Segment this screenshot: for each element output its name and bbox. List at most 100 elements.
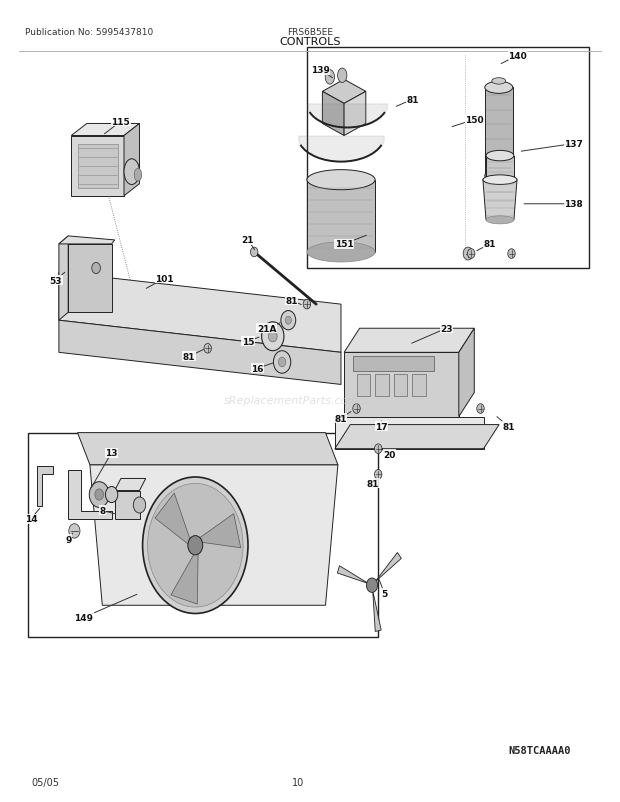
Circle shape — [148, 484, 243, 607]
Bar — [71, 136, 124, 196]
Ellipse shape — [124, 160, 140, 185]
Text: FRS6B5EE: FRS6B5EE — [287, 27, 333, 37]
Polygon shape — [59, 237, 68, 321]
Text: 23: 23 — [440, 324, 453, 334]
Circle shape — [133, 497, 146, 513]
Bar — [115, 491, 140, 519]
Circle shape — [95, 489, 104, 500]
Text: 149: 149 — [74, 613, 93, 622]
Text: N58TCAAAA0: N58TCAAAA0 — [508, 745, 571, 755]
Bar — [78, 144, 118, 188]
Circle shape — [467, 249, 475, 259]
Text: 81: 81 — [406, 95, 419, 105]
Ellipse shape — [307, 170, 375, 190]
Circle shape — [281, 311, 296, 330]
Text: 17: 17 — [375, 422, 388, 431]
Circle shape — [463, 248, 473, 261]
Text: 81: 81 — [183, 352, 195, 362]
Text: 15: 15 — [242, 337, 254, 346]
Ellipse shape — [307, 242, 375, 263]
Text: 137: 137 — [564, 140, 583, 149]
Bar — [353, 357, 434, 371]
Circle shape — [366, 578, 378, 593]
Polygon shape — [459, 329, 474, 417]
Bar — [375, 375, 389, 397]
Circle shape — [143, 477, 248, 614]
Polygon shape — [78, 433, 338, 465]
Text: 139: 139 — [311, 66, 330, 75]
Polygon shape — [68, 471, 112, 519]
Circle shape — [89, 482, 109, 508]
Text: 81: 81 — [502, 422, 515, 431]
Ellipse shape — [485, 82, 513, 94]
Ellipse shape — [492, 79, 506, 85]
Polygon shape — [344, 329, 474, 353]
Text: 13: 13 — [105, 448, 118, 458]
Circle shape — [374, 470, 382, 480]
Polygon shape — [195, 514, 241, 548]
Circle shape — [273, 351, 291, 374]
Bar — [356, 375, 370, 397]
Polygon shape — [37, 467, 53, 507]
Polygon shape — [483, 180, 517, 221]
Polygon shape — [59, 321, 341, 385]
Polygon shape — [171, 547, 198, 605]
Text: 10: 10 — [291, 777, 304, 787]
Circle shape — [262, 322, 284, 351]
Text: 151: 151 — [335, 240, 353, 249]
Text: CONTROLS: CONTROLS — [279, 37, 341, 47]
Polygon shape — [373, 590, 381, 632]
Text: 53: 53 — [50, 276, 62, 286]
Ellipse shape — [338, 69, 347, 83]
Polygon shape — [155, 493, 193, 549]
Text: Publication No: 5995437810: Publication No: 5995437810 — [25, 27, 153, 37]
Bar — [485, 88, 513, 176]
Text: 81: 81 — [334, 414, 347, 423]
Text: 115: 115 — [112, 117, 130, 127]
Text: 9: 9 — [65, 535, 71, 544]
Polygon shape — [322, 92, 344, 136]
Circle shape — [268, 331, 277, 342]
Text: 138: 138 — [564, 200, 583, 209]
Polygon shape — [344, 92, 366, 136]
Polygon shape — [68, 245, 112, 313]
Bar — [28, 433, 378, 638]
Ellipse shape — [486, 217, 514, 225]
Text: 101: 101 — [155, 274, 174, 284]
Ellipse shape — [486, 203, 514, 214]
Bar — [344, 353, 459, 417]
Text: 21A: 21A — [257, 324, 277, 334]
Polygon shape — [124, 124, 140, 196]
Circle shape — [353, 404, 360, 414]
Polygon shape — [59, 237, 115, 245]
Polygon shape — [59, 273, 341, 353]
Circle shape — [303, 300, 311, 310]
Circle shape — [250, 248, 258, 257]
Ellipse shape — [483, 176, 517, 185]
Circle shape — [477, 404, 484, 414]
Text: 8: 8 — [99, 506, 105, 516]
Text: 16: 16 — [251, 364, 264, 374]
Text: 05/05: 05/05 — [31, 777, 59, 787]
Ellipse shape — [326, 71, 335, 85]
Ellipse shape — [486, 151, 514, 162]
Text: 20: 20 — [383, 450, 396, 460]
Text: 21: 21 — [242, 236, 254, 245]
Text: 14: 14 — [25, 514, 37, 524]
Circle shape — [105, 487, 118, 503]
Text: 140: 140 — [508, 51, 527, 61]
Text: sReplacementParts.com: sReplacementParts.com — [224, 396, 359, 406]
Circle shape — [508, 249, 515, 259]
Text: 81: 81 — [484, 240, 496, 249]
Text: 81: 81 — [285, 296, 298, 306]
Polygon shape — [335, 417, 484, 449]
Text: 81: 81 — [367, 479, 379, 488]
Polygon shape — [115, 479, 146, 491]
Text: 150: 150 — [465, 115, 484, 125]
Bar — [394, 375, 407, 397]
Polygon shape — [337, 566, 368, 584]
Polygon shape — [71, 124, 140, 136]
Circle shape — [285, 317, 291, 325]
Ellipse shape — [485, 170, 513, 183]
Polygon shape — [375, 553, 401, 582]
